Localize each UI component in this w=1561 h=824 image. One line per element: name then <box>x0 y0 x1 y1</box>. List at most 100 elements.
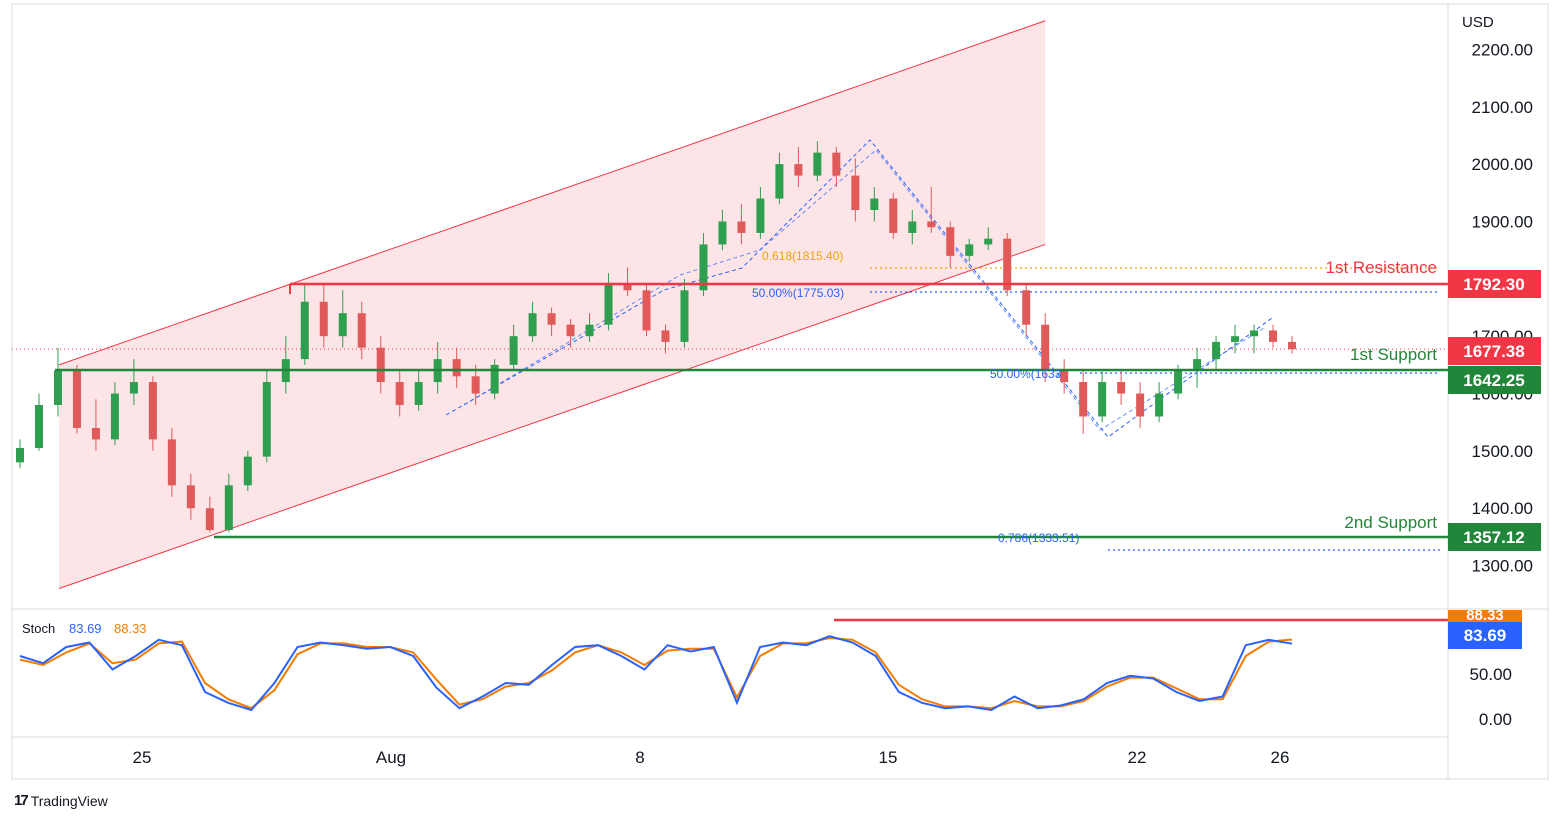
chart-frame <box>11 3 1549 780</box>
candle-body <box>224 485 233 531</box>
fib-label-0786: 0.786(1333.51) <box>998 531 1079 545</box>
candle-body <box>148 382 157 440</box>
resistance-1-badge <box>1448 270 1541 298</box>
candle-body <box>243 456 252 486</box>
candle-body <box>737 221 746 233</box>
support-1-badge-text: 1642.25 <box>1463 371 1524 390</box>
candle-body <box>53 370 62 405</box>
candle-body <box>604 284 613 325</box>
candle-body <box>357 313 366 348</box>
candle-body <box>34 405 43 449</box>
candle-body <box>1060 370 1069 383</box>
candle-body <box>91 427 100 440</box>
candle-body <box>1288 341 1296 350</box>
candle-body <box>338 313 347 337</box>
candle-body <box>1117 382 1126 394</box>
stoch-k-badge-text: 83.69 <box>1464 626 1507 645</box>
candle-body <box>870 198 879 210</box>
candle-body <box>566 324 575 337</box>
candle-body <box>1098 382 1107 417</box>
resistance-1-name: 1st Resistance <box>1326 258 1438 277</box>
time-tick-label: 8 <box>635 748 644 767</box>
support-1-name: 1st Support <box>1350 345 1437 364</box>
tradingview-brand: 17 TradingView <box>14 792 108 809</box>
price-tick-label: 2100.00 <box>1472 98 1533 117</box>
candle-body <box>1041 324 1050 371</box>
price-axis-ticks: 2200.002100.002000.001900.001800.001700.… <box>1472 40 1533 575</box>
support-1-badge <box>1448 366 1541 394</box>
candle-body <box>167 439 176 486</box>
stoch-k-badge <box>1448 622 1522 649</box>
candle-body <box>395 382 404 405</box>
tradingview-logo-icon: 17 <box>14 792 29 809</box>
candle-body <box>1212 341 1221 360</box>
brand-name: TradingView <box>30 792 108 809</box>
candle-body <box>1269 330 1278 342</box>
fib-label-50-lower: 50.00%(1633 <box>990 367 1062 381</box>
candle-body <box>1231 336 1240 342</box>
candle-body <box>414 382 423 405</box>
stoch-tick-label: 0.00 <box>1479 710 1512 729</box>
stoch-line <box>19 636 1293 710</box>
stoch-d-badge <box>1448 610 1522 622</box>
candle-body <box>205 508 214 531</box>
price-tick-label: 2200.00 <box>1472 40 1533 59</box>
candle-body <box>452 359 461 377</box>
resistance-1-badge-text: 1792.30 <box>1463 275 1524 294</box>
time-tick-label: 25 <box>133 748 152 767</box>
candle-body <box>1003 238 1012 291</box>
candle-body <box>965 244 974 256</box>
candle-body <box>946 227 955 256</box>
candle-body <box>72 370 81 428</box>
stoch-d-value: 88.33 <box>114 621 147 636</box>
candle-body <box>110 393 119 440</box>
candle-body <box>1174 370 1183 394</box>
support-2-badge-text: 1357.12 <box>1463 528 1524 547</box>
candle-body <box>756 198 765 233</box>
current-price-badge-text: 1677.38 <box>1463 342 1524 361</box>
stoch-d-badge-text: 88.33 <box>1466 607 1504 624</box>
candlestick-series <box>16 141 1296 533</box>
time-axis-ticks: 25 Aug 8 15 22 26 <box>133 748 1290 767</box>
candle-body <box>300 301 309 360</box>
candle-body <box>642 290 651 331</box>
candle-body <box>927 221 936 228</box>
support-2-name: 2nd Support <box>1344 513 1437 532</box>
fib-label-0618: 0.618(1815.40) <box>762 249 843 263</box>
candle-body <box>262 382 271 457</box>
candle-body <box>813 152 822 176</box>
candle-body <box>376 347 385 383</box>
channel-lower-line <box>58 243 1046 590</box>
candle-body <box>319 301 328 337</box>
current-price-badge <box>1448 337 1541 365</box>
candle-body <box>129 382 138 394</box>
candle-body <box>908 221 917 233</box>
candle-body <box>623 284 632 291</box>
candle-body <box>1155 393 1164 417</box>
price-tick-label: 1400.00 <box>1472 499 1533 518</box>
candle-body <box>490 364 499 394</box>
candle-body <box>16 448 24 463</box>
time-tick-label: 26 <box>1271 748 1290 767</box>
candle-body <box>794 164 803 176</box>
candle-body <box>1136 393 1145 417</box>
stoch-title: Stoch <box>22 621 55 636</box>
support-2-badge <box>1448 523 1541 551</box>
candle-body <box>186 485 195 509</box>
candle-body <box>699 244 708 291</box>
price-tick-label: 1900.00 <box>1472 212 1533 231</box>
candle-body <box>680 290 689 342</box>
fib-label-50-upper: 50.00%(1775.03) <box>752 286 844 300</box>
candle-body <box>585 324 594 337</box>
price-tick-label: 2000.00 <box>1472 155 1533 174</box>
candle-body <box>832 152 841 176</box>
candle-body <box>528 313 537 337</box>
candle-body <box>1079 382 1088 417</box>
channel-upper-line <box>58 20 1046 366</box>
price-tick-label: 1500.00 <box>1472 442 1533 461</box>
candle-body <box>718 221 727 245</box>
candle-body <box>471 376 480 394</box>
candle-body <box>775 164 784 199</box>
time-tick-label: 15 <box>879 748 898 767</box>
